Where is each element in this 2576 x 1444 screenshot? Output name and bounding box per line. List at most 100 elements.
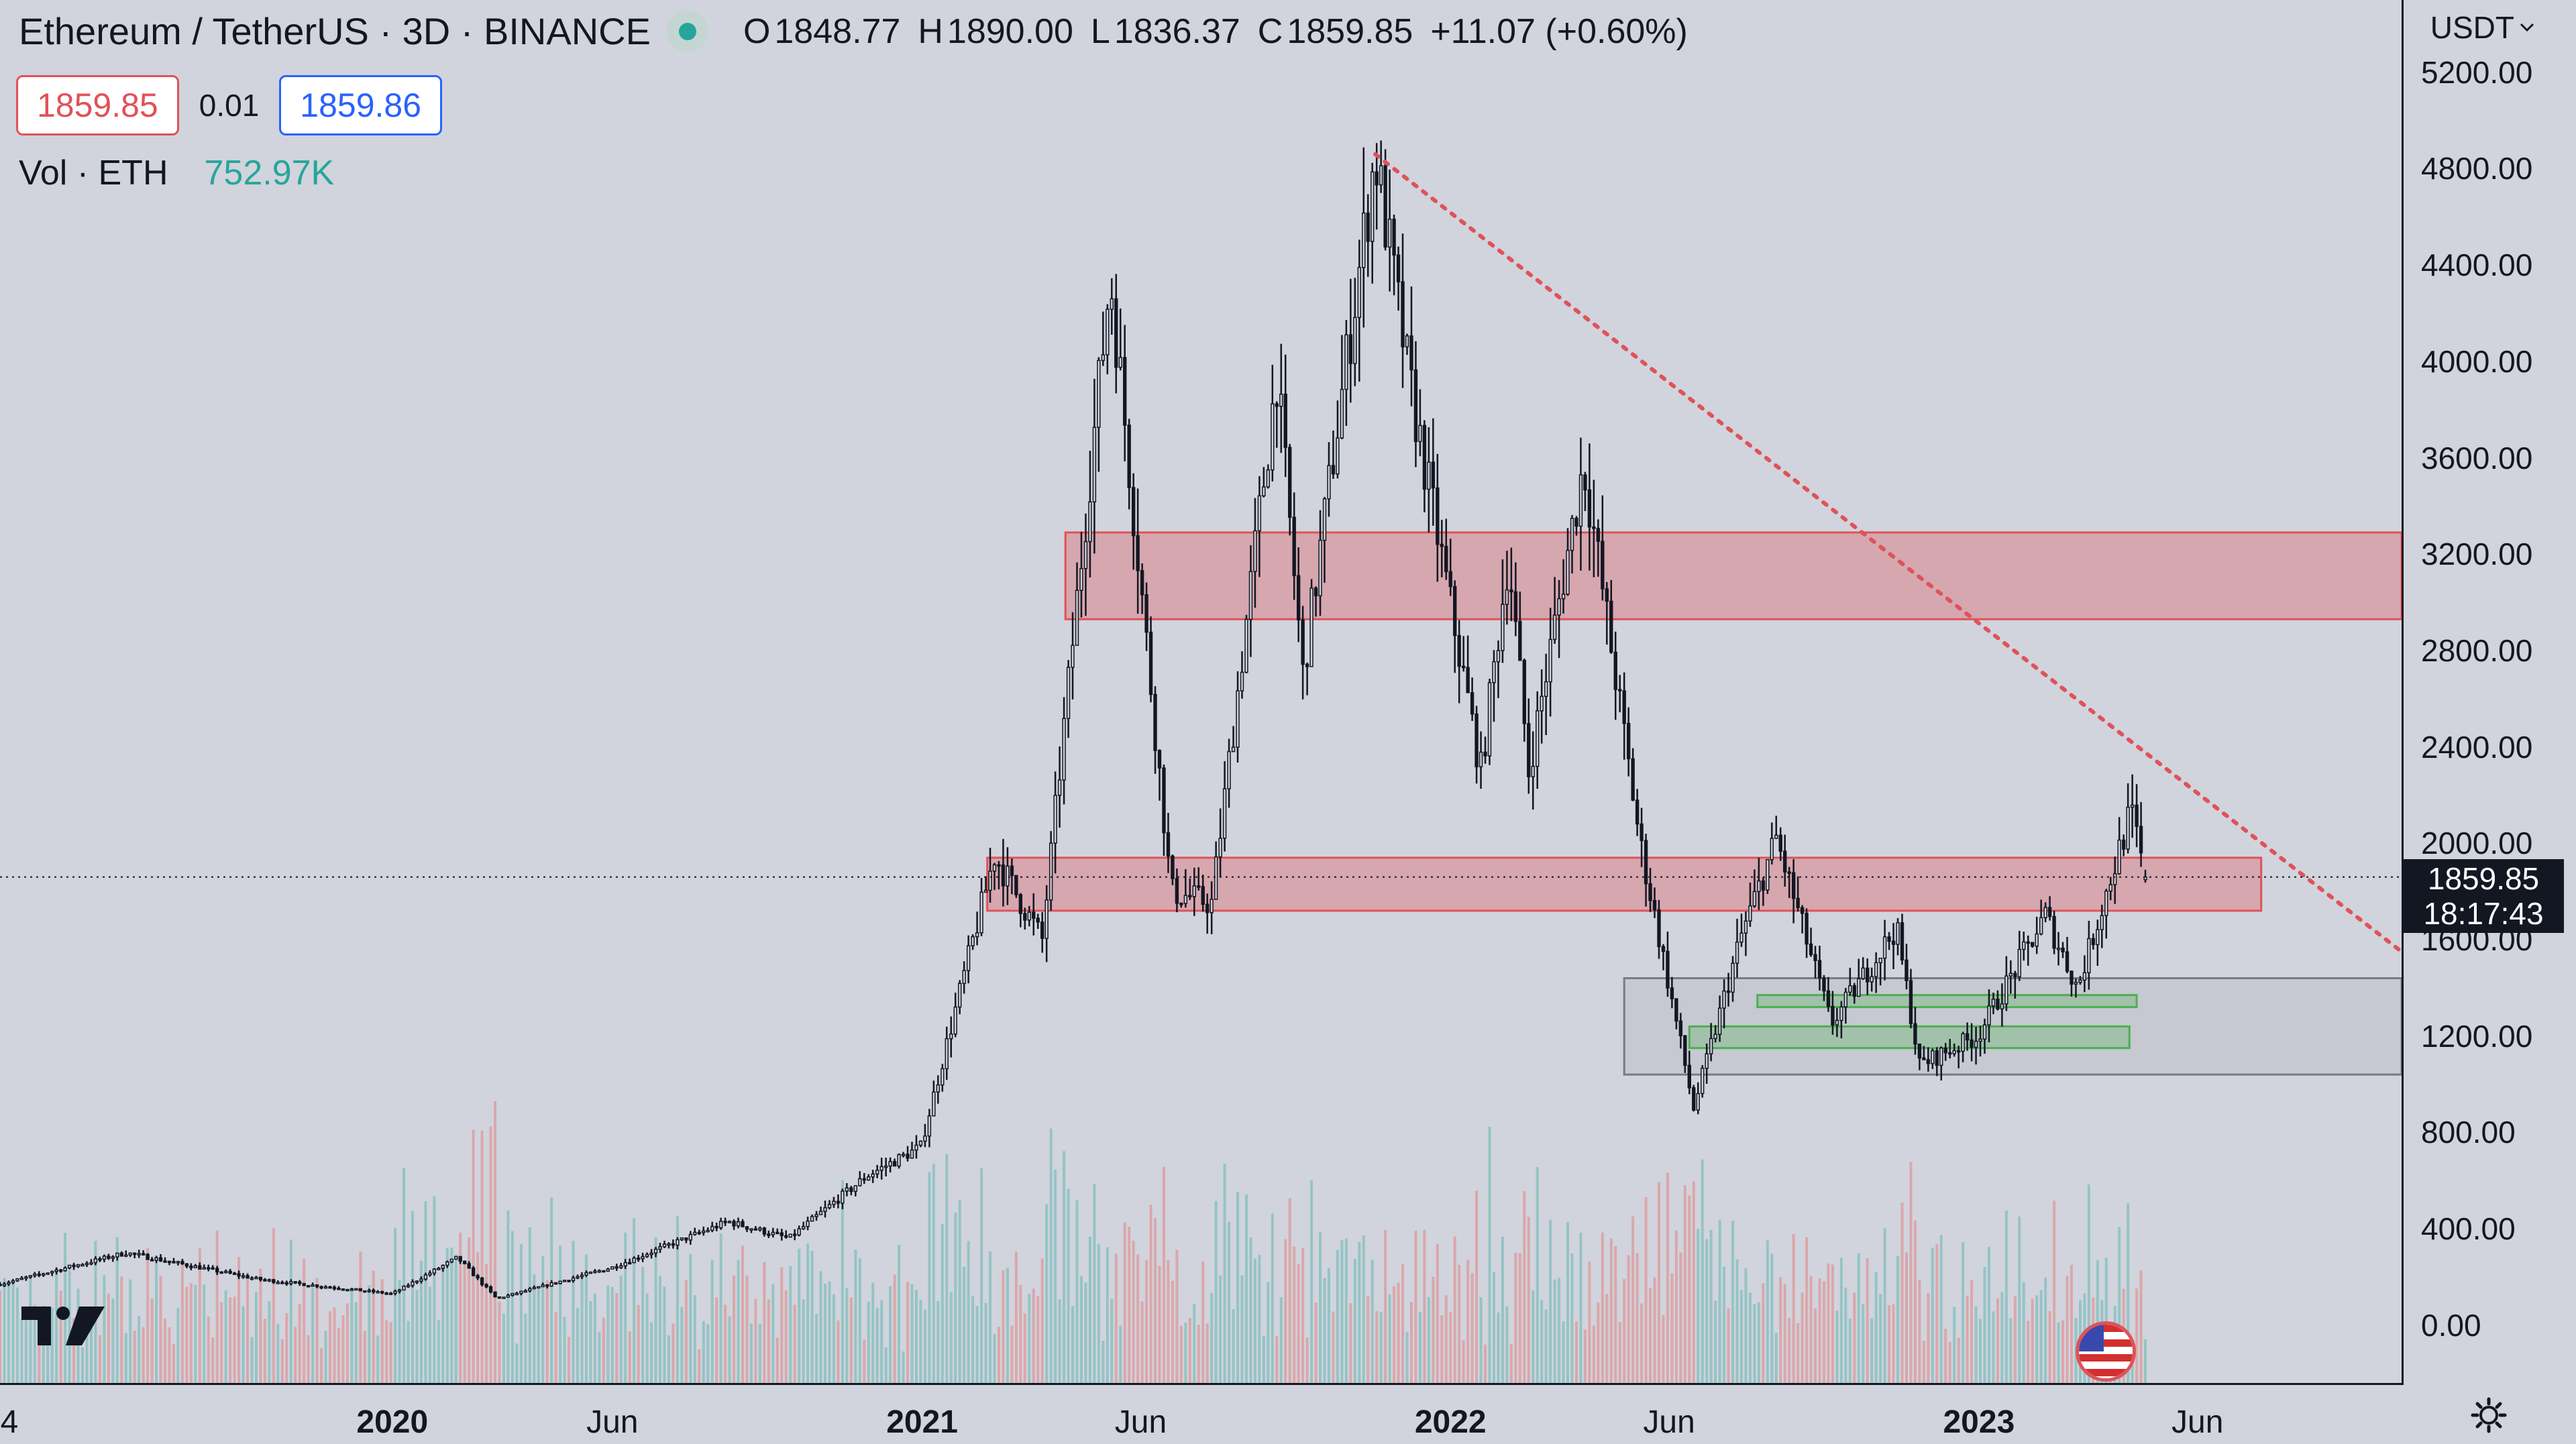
volume-bar (1036, 1296, 1040, 1383)
candle-body (1552, 614, 1557, 641)
candle (211, 1265, 215, 1270)
candle-body (537, 1286, 541, 1289)
candle (1448, 539, 1452, 596)
candle-body (1279, 393, 1283, 407)
spread-value: 0.01 (199, 88, 260, 123)
time-axis[interactable]: 4 2020 Jun 2021 Jun 2022 Jun 2023 Jun (0, 1383, 2402, 1444)
candle-body (553, 1282, 558, 1285)
volume-bar (1179, 1325, 1183, 1383)
candle-body (415, 1280, 419, 1283)
volume-bar (107, 1293, 110, 1383)
volume-bar (815, 1313, 818, 1383)
candle-body (1796, 897, 1800, 909)
candle-body (706, 1229, 710, 1233)
volume-bar (303, 1259, 306, 1383)
volume-bar (754, 1298, 757, 1383)
candle (1053, 771, 1057, 874)
candle (879, 1158, 883, 1180)
volume-bar (454, 1254, 458, 1383)
volume-bar (1549, 1219, 1552, 1383)
candle (1396, 246, 1401, 311)
candle (1800, 905, 1805, 934)
price-axis[interactable]: 0.00 400.00 800.00 1200.00 1600.00 2000.00 240… (2402, 0, 2576, 1385)
volume-bar (1900, 1203, 1904, 1383)
candle-body (714, 1225, 718, 1229)
annotation-lines (0, 152, 2402, 954)
volume-bar (1688, 1195, 1691, 1383)
sell-button[interactable]: 1859.85 (16, 75, 179, 135)
volume-bar (185, 1286, 189, 1383)
y-tick-label: 0.00 (2421, 1307, 2481, 1343)
volume-bar (1197, 1325, 1200, 1383)
y-tick-label: 5200.00 (2421, 54, 2533, 90)
candle (636, 1254, 641, 1262)
volume-bar (1106, 1247, 1109, 1383)
candle (411, 1279, 415, 1288)
candle-body (1331, 465, 1336, 475)
candle-body (1843, 991, 1848, 1008)
volume-bar (1154, 1218, 1157, 1383)
tradingview-logo-icon[interactable] (21, 1304, 109, 1351)
candle (1939, 1046, 1943, 1081)
volume-bar (1609, 1238, 1613, 1383)
candle-body (102, 1256, 107, 1260)
candle-body (128, 1252, 132, 1256)
candle-body (463, 1260, 467, 1264)
volume-bar (654, 1237, 657, 1383)
candle-body (1891, 940, 1896, 945)
buy-button[interactable]: 1859.86 (279, 75, 443, 135)
candle-body (953, 1006, 957, 1035)
candle-body (1687, 1064, 1691, 1089)
candle (1778, 827, 1782, 861)
gear-icon[interactable] (2470, 1396, 2508, 1443)
candle (93, 1256, 98, 1266)
candle (1544, 653, 1548, 736)
candle-body (2022, 941, 2026, 950)
currency-selector[interactable]: USDT (2426, 9, 2538, 46)
volume-bar (203, 1284, 206, 1383)
candle-body (879, 1166, 883, 1171)
candle-body (836, 1201, 841, 1204)
candle-body (1014, 875, 1018, 895)
candle-body (1974, 1040, 1978, 1048)
candle (241, 1273, 246, 1279)
candle (1387, 169, 1392, 292)
us-flag-icon[interactable] (2076, 1321, 2136, 1382)
candle (2043, 902, 2047, 923)
candle (941, 1064, 945, 1092)
candle-body (1800, 907, 1805, 914)
candle (1904, 944, 1909, 990)
volume-bar (1957, 1337, 1960, 1383)
volume-bar (1253, 1258, 1256, 1383)
symbol-title[interactable]: Ethereum / TetherUS · 3D · BINANCE (19, 10, 651, 52)
candle (1049, 831, 1053, 911)
candle-body (363, 1290, 367, 1293)
volume-bar (1505, 1306, 1509, 1383)
volume-bar (1440, 1315, 1444, 1383)
volume-bar (398, 1280, 401, 1383)
candle (571, 1275, 576, 1283)
price-chart[interactable] (0, 0, 2402, 1383)
candle-body (111, 1256, 115, 1259)
volume-bar (1232, 1309, 1235, 1383)
volume-bar (180, 1264, 184, 1383)
candle (910, 1142, 914, 1159)
volume-bar (615, 1292, 619, 1383)
candle-body (345, 1288, 350, 1292)
volume-bar (329, 1311, 332, 1383)
volume-legend[interactable]: Vol · ETH 752.97K (19, 153, 334, 193)
candle (1079, 531, 1083, 618)
candle-body (1262, 486, 1266, 497)
candle-body (936, 1084, 941, 1093)
candle (788, 1233, 792, 1238)
candle (350, 1288, 354, 1291)
volume-bar (1848, 1319, 1851, 1383)
candle-body (372, 1290, 376, 1293)
volume-bar (1523, 1190, 1526, 1383)
volume-bar (1366, 1296, 1370, 1383)
volume-value: 752.97K (204, 154, 335, 192)
volume-bar (1987, 1247, 1990, 1383)
candle-body (1748, 905, 1752, 922)
volume-bar (1123, 1222, 1126, 1383)
volume-bar (628, 1331, 631, 1383)
